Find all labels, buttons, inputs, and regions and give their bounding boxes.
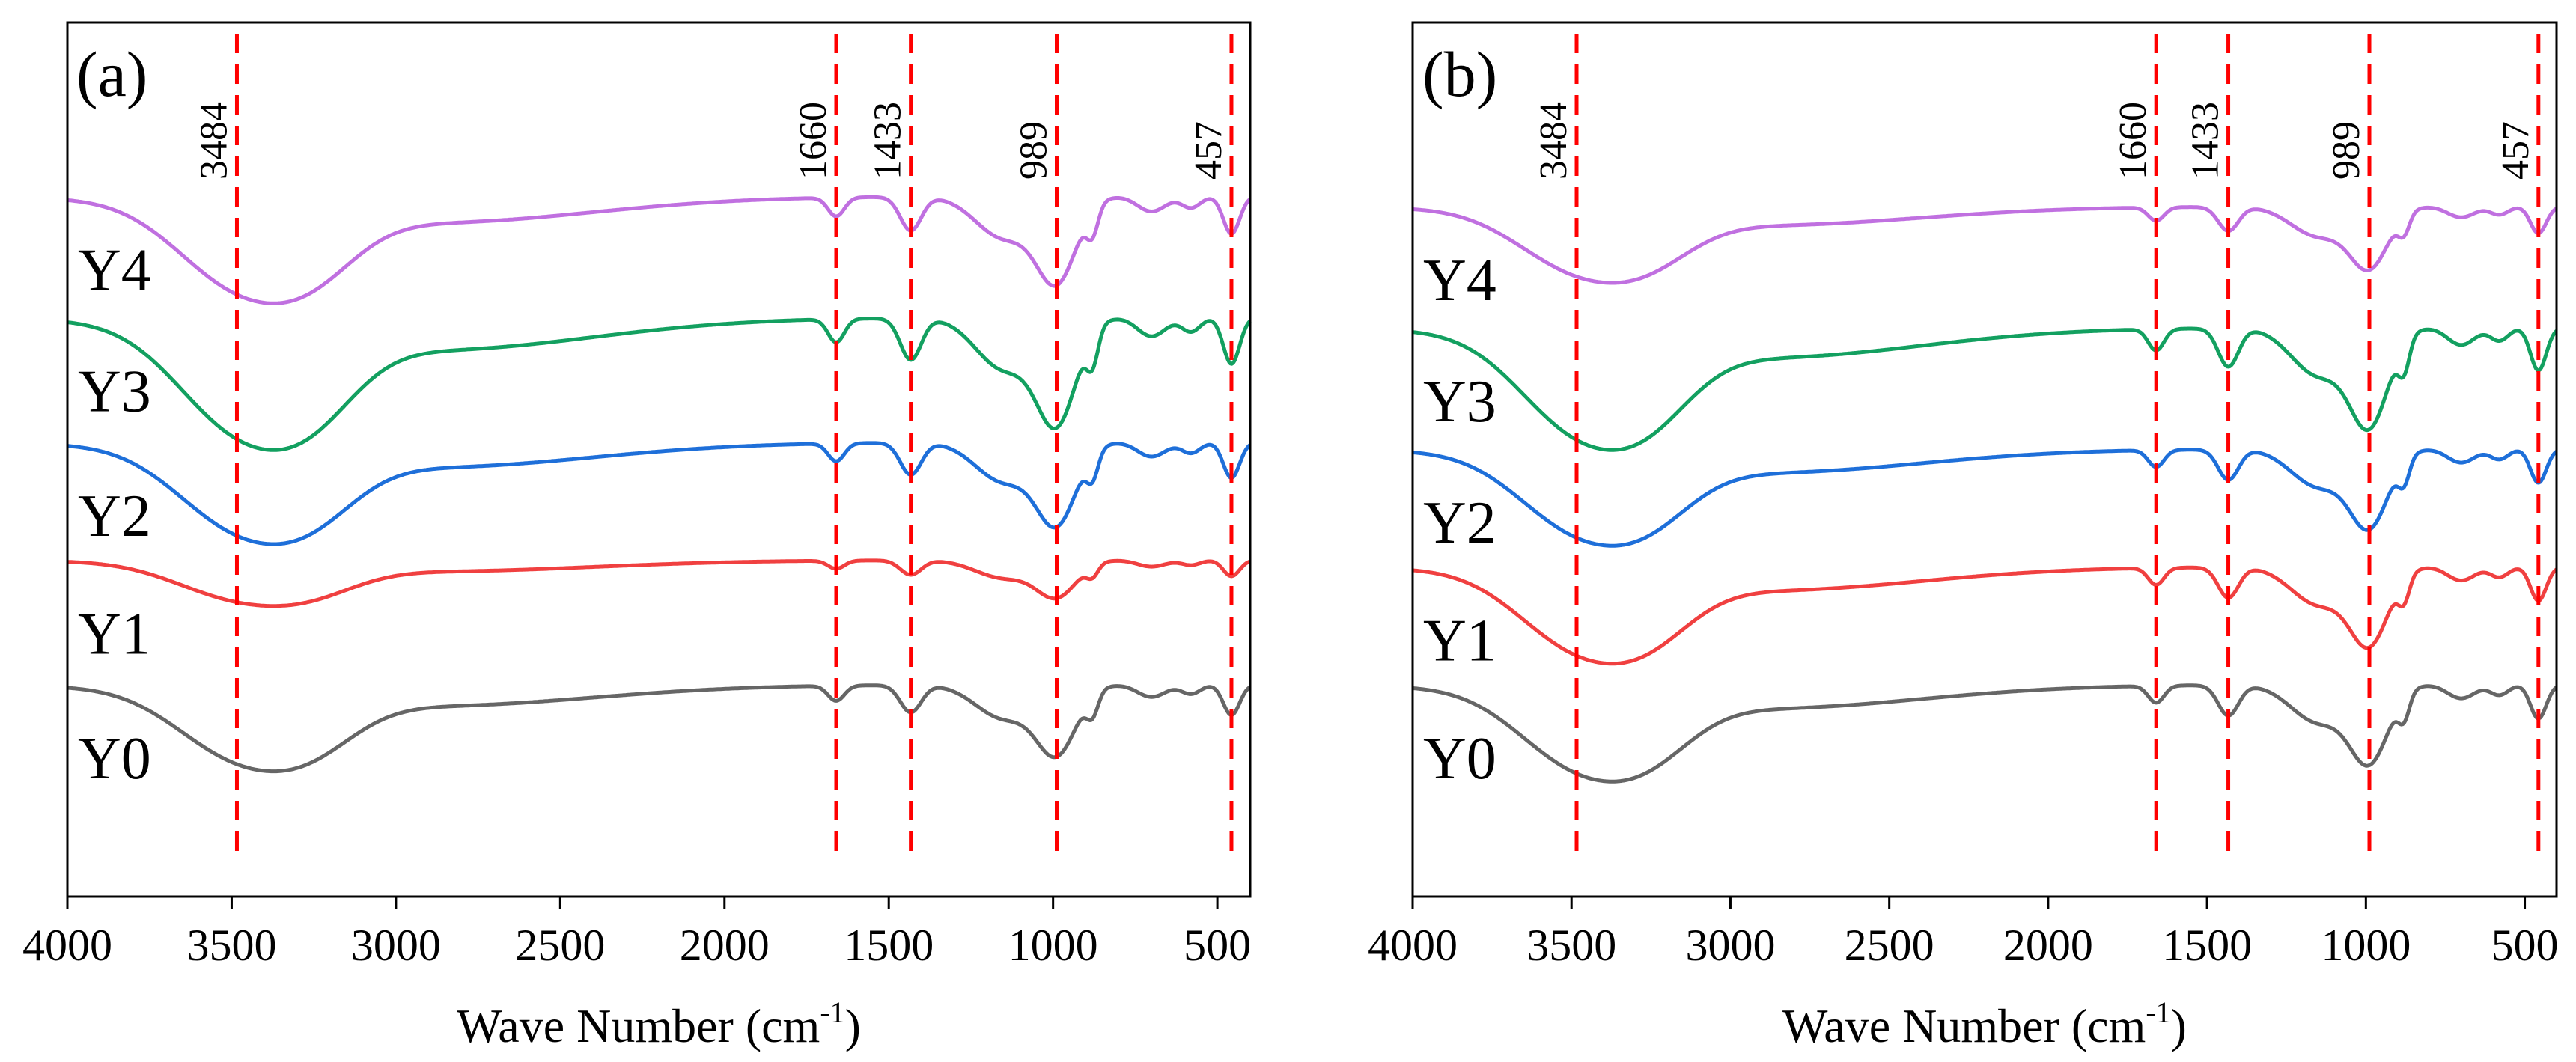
x-tick-label-4000: 4000 (22, 921, 112, 970)
series-label-y1: Y1 (78, 602, 151, 668)
panel-a: 3484 1660 1433 989 457 4000 3500 3000 2500 2000 1… (22, 21, 1252, 1052)
series-labels-a: Y0 Y1 Y2 Y3 Y4 (78, 238, 151, 793)
reference-label-1433: 1433 (867, 102, 910, 180)
x-tick-label-500: 500 (2491, 921, 2559, 970)
reference-lines-a: 3484 1660 1433 989 457 (192, 34, 1234, 861)
reference-label-1660: 1660 (792, 102, 835, 180)
series-line-y4 (1412, 205, 2558, 285)
x-tick-label-3000: 3000 (351, 921, 441, 970)
series-label-y3: Y3 (78, 359, 151, 425)
panel-label-a: (a) (76, 38, 147, 110)
x-ticks-a: 4000 3500 3000 2500 2000 1500 1000 500 (22, 897, 1251, 970)
reference-label-3484: 3484 (192, 102, 235, 180)
panel-label-b: (b) (1422, 38, 1497, 110)
x-tick-label-2000: 2000 (680, 921, 770, 970)
x-tick-label-2500: 2500 (515, 921, 605, 970)
x-axis-title-a: Wave Number (cm-1) (457, 995, 861, 1052)
x-tick-label-1000: 1000 (2321, 921, 2411, 970)
x-tick-label-3500: 3500 (186, 921, 276, 970)
series-line-y0 (1412, 683, 2558, 784)
series-label-y0: Y0 (78, 726, 151, 792)
x-tick-label-500: 500 (1184, 921, 1251, 970)
x-ticks-b: 4000 3500 3000 2500 2000 1500 1000 500 (1368, 897, 2559, 970)
series-label-y0: Y0 (1423, 726, 1496, 792)
series-label-y4: Y4 (1423, 248, 1496, 314)
series-labels-b: Y0 Y1 Y2 Y3 Y4 (1423, 248, 1496, 792)
series-line-y2 (1412, 448, 2558, 548)
reference-label-457: 457 (1187, 121, 1230, 180)
x-tick-label-1500: 1500 (844, 921, 934, 970)
x-tick-label-4000: 4000 (1368, 921, 1458, 970)
reference-label-989: 989 (1012, 121, 1055, 180)
panel-b: 3484 1660 1433 989 457 4000 3500 3000 2500 2000 1… (1368, 21, 2559, 1052)
series-line-y2 (67, 441, 1252, 546)
reference-label-989: 989 (2325, 121, 2368, 180)
series-layer-b (1412, 205, 2558, 784)
series-line-y3 (67, 317, 1252, 452)
series-label-y4: Y4 (78, 238, 151, 304)
x-axis-title-b: Wave Number (cm-1) (1782, 995, 2187, 1052)
reference-label-1433: 1433 (2184, 102, 2227, 180)
series-label-y1: Y1 (1423, 608, 1496, 674)
reference-label-1660: 1660 (2112, 102, 2155, 180)
series-line-y1 (1412, 565, 2558, 666)
reference-label-3484: 3484 (1532, 102, 1575, 180)
plot-frame-b (1411, 21, 2558, 898)
series-label-y2: Y2 (1423, 490, 1496, 556)
series-line-y4 (67, 195, 1252, 305)
plot-frame-a (66, 21, 1252, 898)
x-tick-label-3500: 3500 (1526, 921, 1616, 970)
reference-label-457: 457 (2494, 121, 2537, 180)
series-line-y1 (67, 558, 1251, 608)
x-tick-label-2500: 2500 (1845, 921, 1934, 970)
x-tick-label-1000: 1000 (1008, 921, 1098, 970)
series-label-y3: Y3 (1423, 369, 1496, 435)
reference-lines-b: 3484 1660 1433 989 457 (1532, 34, 2541, 861)
x-tick-label-3000: 3000 (1685, 921, 1775, 970)
series-label-y2: Y2 (78, 483, 151, 549)
series-layer-a (67, 195, 1252, 774)
series-line-y0 (67, 683, 1252, 774)
series-line-y3 (1412, 326, 2558, 452)
x-tick-label-1500: 1500 (2162, 921, 2252, 970)
x-tick-label-2000: 2000 (2003, 921, 2093, 970)
